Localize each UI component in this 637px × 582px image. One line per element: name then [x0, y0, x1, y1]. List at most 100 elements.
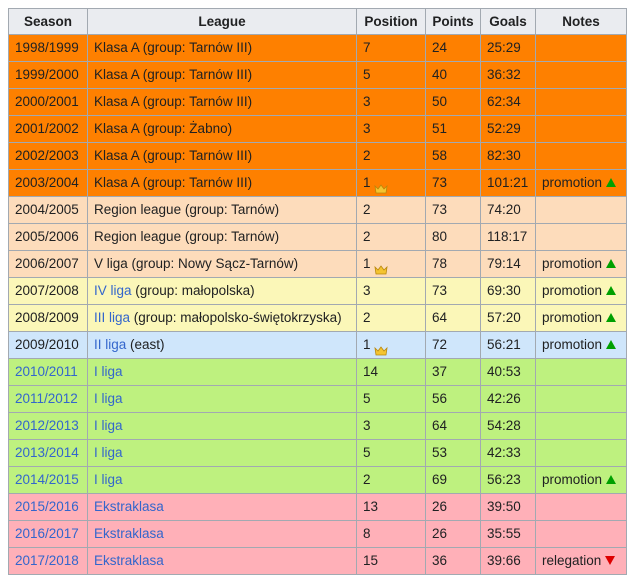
league-text: Klasa A (group: Tarnów III)	[94, 175, 253, 190]
table-row: 1998/1999 Klasa A (group: Tarnów III) 7 24 2…	[8, 34, 627, 62]
points-cell: 80	[425, 223, 481, 251]
season-link[interactable]: 2017/2018	[15, 553, 79, 568]
league-text: Klasa A (group: Tarnów III)	[94, 94, 253, 109]
points-cell: 64	[425, 412, 481, 440]
goals-cell: 82:30	[480, 142, 536, 170]
league-cell: III liga (group: małopolsko-świętokrzysk…	[87, 304, 357, 332]
league-text: (east)	[126, 337, 165, 352]
table-row: 2007/2008 IV liga (group: małopolska) 3 73 6…	[8, 277, 627, 305]
position-cell: 5	[356, 385, 426, 413]
league-link[interactable]: Ekstraklasa	[94, 499, 164, 514]
league-cell: I liga	[87, 466, 357, 494]
league-cell: Klasa A (group: Tarnów III)	[87, 88, 357, 116]
league-cell: I liga	[87, 412, 357, 440]
league-link[interactable]: I liga	[94, 445, 123, 460]
promotion-arrow-icon	[606, 339, 617, 349]
season-link[interactable]: 2014/2015	[15, 472, 79, 487]
league-link[interactable]: I liga	[94, 391, 123, 406]
table-body: 1998/1999 Klasa A (group: Tarnów III) 7 24 2…	[8, 34, 627, 575]
table-row: 2004/2005 Region league (group: Tarnów) 2 7…	[8, 196, 627, 224]
season-text: 2001/2002	[15, 121, 79, 136]
season-link[interactable]: 2012/2013	[15, 418, 79, 433]
crown-icon	[373, 177, 388, 194]
season-text: 2006/2007	[15, 256, 79, 271]
goals-cell: 57:20	[480, 304, 536, 332]
table-row: 1999/2000 Klasa A (group: Tarnów III) 5 40 3…	[8, 61, 627, 89]
season-text: 2007/2008	[15, 283, 79, 298]
position-cell: 5	[356, 439, 426, 467]
position-cell: 3	[356, 277, 426, 305]
crown-icon	[373, 258, 388, 275]
season-link[interactable]: 2013/2014	[15, 445, 79, 460]
goals-cell: 79:14	[480, 250, 536, 278]
points-cell: 56	[425, 385, 481, 413]
goals-cell: 36:32	[480, 61, 536, 89]
season-link[interactable]: 2010/2011	[15, 364, 78, 379]
goals-cell: 35:55	[480, 520, 536, 548]
header-league[interactable]: League	[87, 8, 357, 35]
season-cell: 2012/2013	[8, 412, 88, 440]
header-points[interactable]: Points	[425, 8, 481, 35]
position-cell: 3	[356, 115, 426, 143]
notes-cell	[535, 142, 627, 170]
note-text: promotion	[542, 283, 603, 298]
promotion-arrow-icon	[606, 285, 617, 295]
header-notes[interactable]: Notes	[535, 8, 627, 35]
points-cell: 78	[425, 250, 481, 278]
season-link[interactable]: 2016/2017	[15, 526, 79, 541]
league-link[interactable]: III liga	[94, 310, 131, 325]
season-link[interactable]: 2015/2016	[15, 499, 79, 514]
header-goals[interactable]: Goals	[480, 8, 536, 35]
league-cell: Klasa A (group: Tarnów III)	[87, 34, 357, 62]
points-cell: 50	[425, 88, 481, 116]
position-cell: 1	[356, 331, 426, 359]
goals-cell: 74:20	[480, 196, 536, 224]
season-link[interactable]: 2011/2012	[15, 391, 78, 406]
header-position[interactable]: Position	[356, 8, 426, 35]
season-text: 2008/2009	[15, 310, 79, 325]
points-cell: 53	[425, 439, 481, 467]
position-value: 2	[363, 472, 371, 487]
league-link[interactable]: II liga	[94, 337, 127, 352]
goals-cell: 52:29	[480, 115, 536, 143]
notes-cell: promotion	[535, 304, 627, 332]
notes-cell	[535, 88, 627, 116]
goals-cell: 69:30	[480, 277, 536, 305]
season-cell: 2017/2018	[8, 547, 88, 575]
points-cell: 73	[425, 196, 481, 224]
league-cell: V liga (group: Nowy Sącz-Tarnów)	[87, 250, 357, 278]
points-cell: 73	[425, 277, 481, 305]
points-cell: 26	[425, 520, 481, 548]
goals-cell: 39:66	[480, 547, 536, 575]
position-value: 3	[363, 283, 371, 298]
league-text: Klasa A (group: Żabno)	[94, 121, 233, 136]
league-link[interactable]: I liga	[94, 364, 123, 379]
league-link[interactable]: IV liga	[94, 283, 132, 298]
season-cell: 2004/2005	[8, 196, 88, 224]
notes-cell	[535, 61, 627, 89]
season-text: 1999/2000	[15, 67, 79, 82]
league-cell: Ekstraklasa	[87, 493, 357, 521]
promotion-arrow-icon	[606, 312, 617, 322]
league-text: (group: małopolska)	[131, 283, 255, 298]
table-row: 2011/2012 I liga 5 56 42:26	[8, 385, 627, 413]
league-link[interactable]: Ekstraklasa	[94, 553, 164, 568]
goals-cell: 56:21	[480, 331, 536, 359]
header-season[interactable]: Season	[8, 8, 88, 35]
league-link[interactable]: I liga	[94, 472, 123, 487]
notes-cell: promotion	[535, 277, 627, 305]
season-text: 2002/2003	[15, 148, 79, 163]
league-cell: Ekstraklasa	[87, 520, 357, 548]
note-text: promotion	[542, 310, 603, 325]
league-link[interactable]: Ekstraklasa	[94, 526, 164, 541]
table-row: 2000/2001 Klasa A (group: Tarnów III) 3 50 6…	[8, 88, 627, 116]
league-link[interactable]: I liga	[94, 418, 123, 433]
points-cell: 58	[425, 142, 481, 170]
notes-cell: promotion	[535, 250, 627, 278]
notes-cell	[535, 520, 627, 548]
note-text: promotion	[542, 337, 603, 352]
position-cell: 15	[356, 547, 426, 575]
league-cell: I liga	[87, 358, 357, 386]
table-row: 2001/2002 Klasa A (group: Żabno) 3 51 52:29	[8, 115, 627, 143]
position-value: 8	[363, 526, 371, 541]
